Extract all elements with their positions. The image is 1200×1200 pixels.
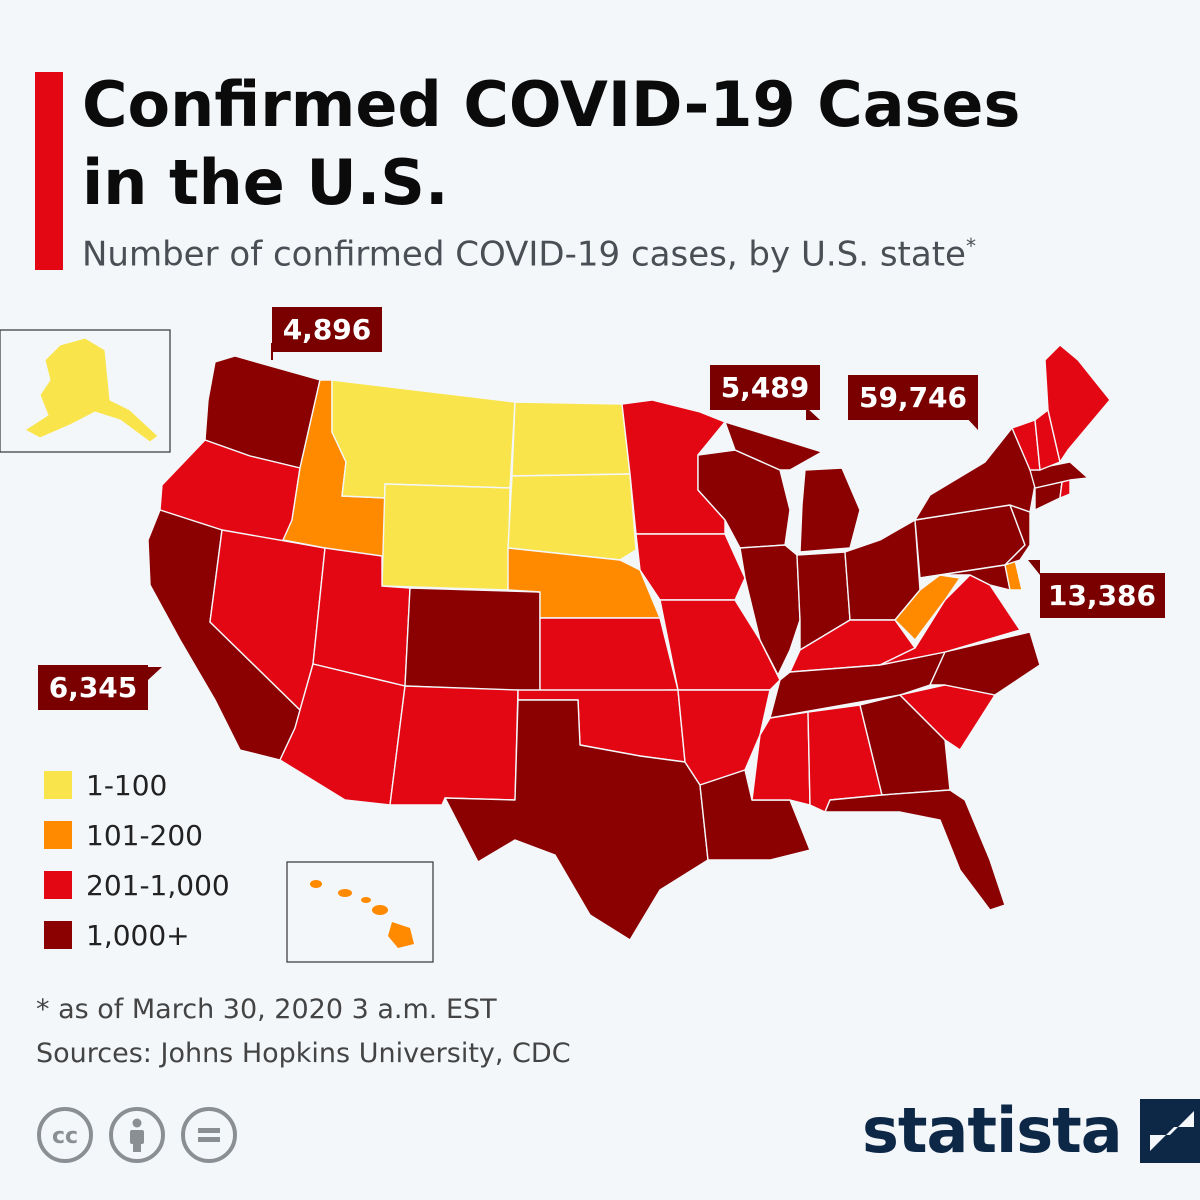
callout-new-york: 59,746: [848, 375, 978, 430]
state-west-virginia: [894, 574, 961, 641]
callout-california: 6,345: [38, 665, 162, 710]
alaska-inset-frame: [0, 329, 171, 453]
state-alaska: [24, 337, 159, 443]
legend-item: 201-1,000: [44, 860, 230, 910]
state-rhode-island: [1059, 479, 1071, 499]
state-louisiana: [699, 769, 811, 861]
creative-commons-icon[interactable]: cc: [36, 1106, 94, 1164]
legend-swatch: [44, 871, 72, 899]
callout-michigan-value: 5,489: [721, 371, 810, 404]
us-map: 4,896 5,489 59,746 13,386 6,345: [0, 307, 1165, 963]
legend-label: 1-100: [86, 768, 168, 802]
footnote: * as of March 30, 2020 3 a.m. EST: [36, 994, 497, 1025]
callout-new-jersey: 13,386: [1028, 560, 1165, 618]
svg-text:cc: cc: [52, 1124, 78, 1149]
legend-label: 101-200: [86, 818, 203, 852]
state-illinois: [739, 544, 801, 676]
callout-washington: 4,896: [271, 307, 382, 360]
legend-swatch: [44, 921, 72, 949]
legend-label: 201-1,000: [86, 868, 230, 902]
legend: 1-100 101-200 201-1,000 1,000+: [44, 760, 230, 960]
legend-item: 101-200: [44, 810, 230, 860]
state-texas: [444, 699, 709, 941]
state-south-carolina: [899, 684, 996, 751]
attribution-icon[interactable]: [108, 1106, 166, 1164]
sources: Sources: Johns Hopkins University, CDC: [36, 1038, 571, 1069]
callout-new-york-value: 59,746: [859, 381, 967, 414]
state-new-york: [914, 427, 1036, 521]
state-montana: [331, 379, 516, 499]
brand-name: statista: [862, 1094, 1123, 1167]
legend-item: 1-100: [44, 760, 230, 810]
state-michigan: [724, 421, 861, 553]
state-florida: [824, 789, 1006, 911]
license-icons: cc: [36, 1106, 238, 1164]
legend-swatch: [44, 771, 72, 799]
legend-item: 1,000+: [44, 910, 230, 960]
legend-swatch: [44, 821, 72, 849]
statista-logo-icon: [1139, 1098, 1200, 1163]
footnote-block: * as of March 30, 2020 3 a.m. EST Source…: [36, 988, 571, 1076]
callout-washington-value: 4,896: [283, 313, 372, 346]
title-line-1: Confirmed COVID-19 Cases: [82, 68, 1021, 141]
hawaii-inset-frame: [286, 861, 434, 963]
brand-logo[interactable]: statista: [862, 1094, 1200, 1167]
subtitle: Number of confirmed COVID-19 cases, by U…: [82, 234, 976, 274]
subtitle-text: Number of confirmed COVID-19 cases, by U…: [82, 234, 966, 275]
legend-label: 1,000+: [86, 918, 190, 952]
callout-michigan: 5,489: [710, 365, 820, 420]
page-title: Confirmed COVID-19 Cases in the U.S.: [82, 66, 1020, 222]
state-kansas: [539, 617, 679, 693]
state-georgia: [859, 694, 951, 796]
subtitle-mark: *: [965, 234, 976, 258]
title-line-2: in the U.S.: [82, 146, 449, 219]
state-north-dakota: [511, 401, 631, 477]
accent-bar: [35, 72, 63, 270]
state-colorado: [404, 587, 541, 693]
state-south-dakota: [507, 473, 637, 561]
no-derivatives-icon[interactable]: [180, 1106, 238, 1164]
state-hawaii: [310, 880, 414, 948]
state-maine: [1044, 344, 1111, 463]
callout-new-jersey-value: 13,386: [1048, 579, 1156, 612]
callout-california-value: 6,345: [49, 671, 138, 704]
state-iowa: [635, 533, 746, 601]
state-wyoming: [381, 483, 511, 591]
state-new-mexico: [389, 685, 519, 806]
